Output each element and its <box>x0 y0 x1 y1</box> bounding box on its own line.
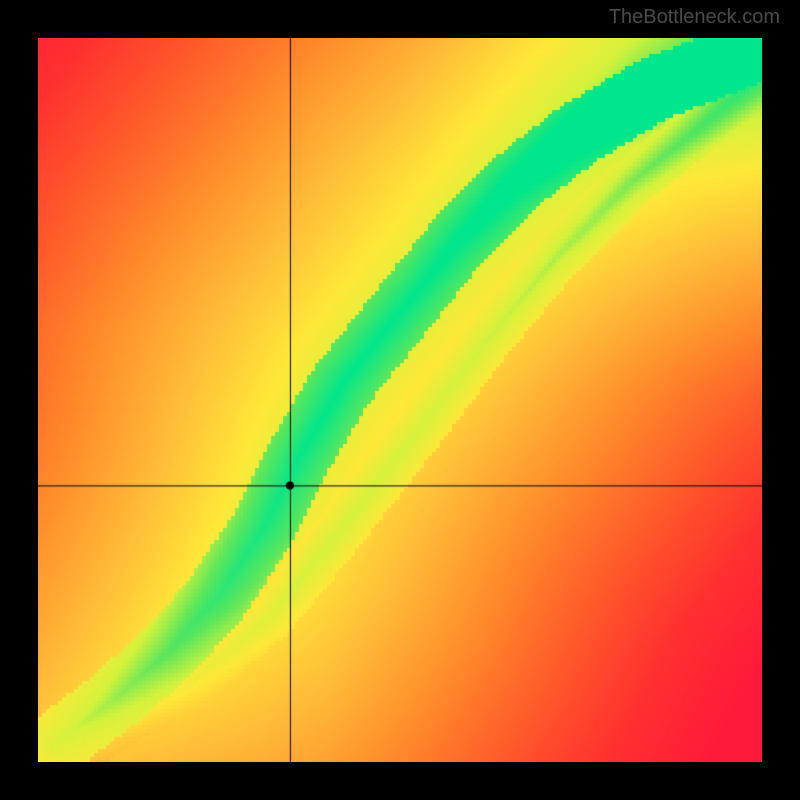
heatmap-plot <box>38 38 762 762</box>
watermark-text: TheBottleneck.com <box>609 6 780 29</box>
heatmap-canvas <box>38 38 762 762</box>
